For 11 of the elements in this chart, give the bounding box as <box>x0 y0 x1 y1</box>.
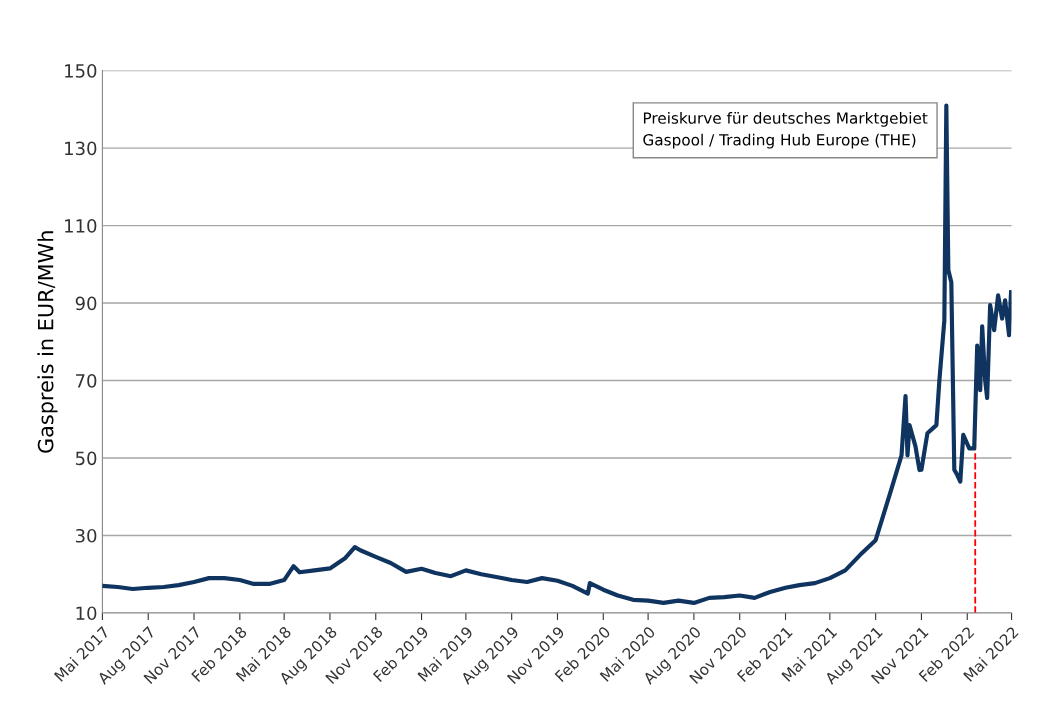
line-series <box>102 103 1012 605</box>
y-axis-title: Gaspreis in EUR/MWh <box>37 231 58 453</box>
y-tick-label: 50 <box>75 451 97 466</box>
y-tick-label: 70 <box>76 374 97 388</box>
annotation: Preiskurve für deutsches Marktgebiet Gaspool / Trading Hub Europe (THE) <box>643 112 928 149</box>
y-tick-label: 90 <box>75 296 97 311</box>
y-tick-label: 10 <box>76 606 97 621</box>
y-tick-label: 30 <box>75 528 97 543</box>
y-tick-label: 150 <box>65 64 97 78</box>
y-tick-label: 110 <box>65 219 97 233</box>
y-tick-label: 130 <box>65 141 97 156</box>
